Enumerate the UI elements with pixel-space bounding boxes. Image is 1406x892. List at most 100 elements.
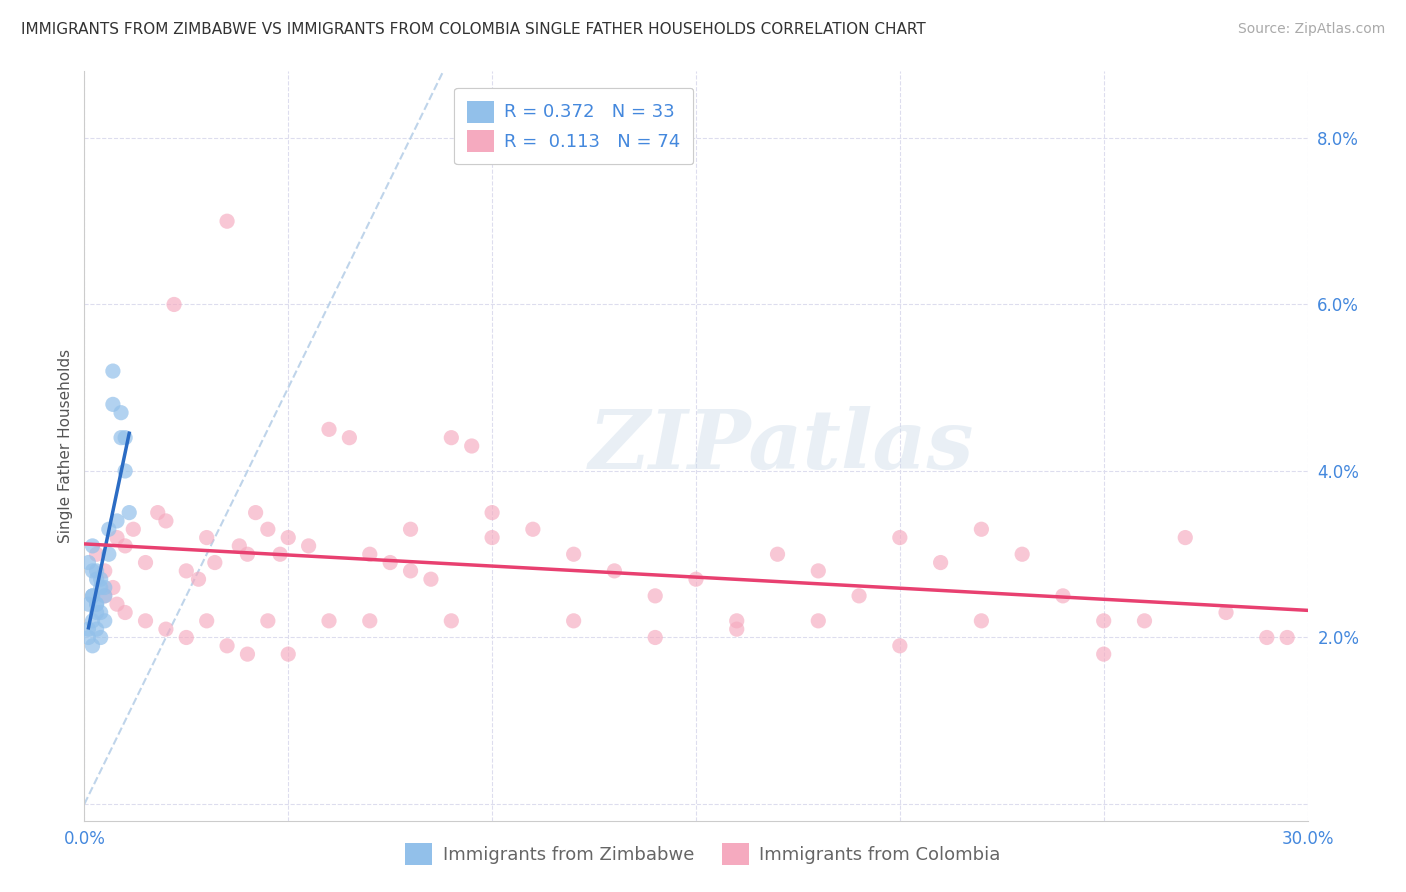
- Point: [277, 647, 299, 661]
- Point: [269, 547, 291, 561]
- Y-axis label: Single Father Households: Single Father Households: [58, 349, 73, 543]
- Point: [318, 614, 340, 628]
- Point: [90, 606, 112, 620]
- Legend: R = 0.372   N = 33, R =  0.113   N = 74: R = 0.372 N = 33, R = 0.113 N = 74: [454, 88, 693, 164]
- Point: [725, 622, 748, 636]
- Point: [440, 614, 463, 628]
- Point: [82, 639, 104, 653]
- Point: [807, 564, 830, 578]
- Point: [644, 631, 666, 645]
- Point: [155, 514, 177, 528]
- Point: [174, 564, 197, 578]
- Text: IMMIGRANTS FROM ZIMBABWE VS IMMIGRANTS FROM COLOMBIA SINGLE FATHER HOUSEHOLDS CO: IMMIGRANTS FROM ZIMBABWE VS IMMIGRANTS F…: [21, 22, 925, 37]
- Point: [86, 547, 108, 561]
- Point: [122, 522, 145, 536]
- Point: [848, 589, 870, 603]
- Point: [82, 589, 104, 603]
- Point: [86, 597, 108, 611]
- Point: [399, 564, 422, 578]
- Point: [90, 631, 112, 645]
- Point: [77, 631, 100, 645]
- Point: [245, 506, 267, 520]
- Point: [105, 514, 128, 528]
- Point: [399, 522, 422, 536]
- Point: [114, 606, 136, 620]
- Point: [420, 572, 443, 586]
- Point: [339, 431, 361, 445]
- Point: [93, 564, 115, 578]
- Point: [86, 606, 108, 620]
- Point: [257, 522, 280, 536]
- Point: [195, 531, 218, 545]
- Point: [114, 464, 136, 478]
- Point: [236, 547, 259, 561]
- Point: [105, 597, 128, 611]
- Text: ZIPatlas: ZIPatlas: [589, 406, 974, 486]
- Point: [562, 614, 585, 628]
- Point: [359, 547, 381, 561]
- Point: [135, 556, 157, 570]
- Point: [82, 564, 104, 578]
- Point: [77, 556, 100, 570]
- Point: [155, 622, 177, 636]
- Point: [110, 406, 132, 420]
- Point: [318, 422, 340, 436]
- Point: [77, 597, 100, 611]
- Point: [970, 614, 993, 628]
- Point: [82, 614, 104, 628]
- Point: [1011, 547, 1033, 561]
- Point: [807, 614, 830, 628]
- Point: [1277, 631, 1299, 645]
- Point: [93, 581, 115, 595]
- Point: [90, 581, 112, 595]
- Point: [90, 572, 112, 586]
- Text: Source: ZipAtlas.com: Source: ZipAtlas.com: [1237, 22, 1385, 37]
- Point: [135, 614, 157, 628]
- Point: [257, 614, 280, 628]
- Point: [110, 431, 132, 445]
- Point: [114, 539, 136, 553]
- Point: [1092, 647, 1115, 661]
- Point: [86, 622, 108, 636]
- Point: [1256, 631, 1278, 645]
- Point: [86, 564, 108, 578]
- Legend: Immigrants from Zimbabwe, Immigrants from Colombia: Immigrants from Zimbabwe, Immigrants fro…: [398, 836, 1008, 872]
- Point: [101, 581, 124, 595]
- Point: [86, 572, 108, 586]
- Point: [97, 547, 120, 561]
- Point: [929, 556, 952, 570]
- Point: [889, 531, 911, 545]
- Point: [970, 522, 993, 536]
- Point: [82, 589, 104, 603]
- Point: [77, 622, 100, 636]
- Point: [163, 297, 186, 311]
- Point: [187, 572, 209, 586]
- Point: [101, 364, 124, 378]
- Point: [1092, 614, 1115, 628]
- Point: [1133, 614, 1156, 628]
- Point: [93, 589, 115, 603]
- Point: [93, 589, 115, 603]
- Point: [217, 214, 239, 228]
- Point: [277, 531, 299, 545]
- Point: [82, 539, 104, 553]
- Point: [1174, 531, 1197, 545]
- Point: [195, 614, 218, 628]
- Point: [725, 614, 748, 628]
- Point: [644, 589, 666, 603]
- Point: [889, 639, 911, 653]
- Point: [562, 547, 585, 561]
- Point: [1215, 606, 1237, 620]
- Point: [481, 531, 503, 545]
- Point: [146, 506, 169, 520]
- Point: [440, 431, 463, 445]
- Point: [603, 564, 626, 578]
- Point: [174, 631, 197, 645]
- Point: [522, 522, 544, 536]
- Point: [86, 597, 108, 611]
- Point: [359, 614, 381, 628]
- Point: [236, 647, 259, 661]
- Point: [481, 506, 503, 520]
- Point: [217, 639, 239, 653]
- Point: [118, 506, 141, 520]
